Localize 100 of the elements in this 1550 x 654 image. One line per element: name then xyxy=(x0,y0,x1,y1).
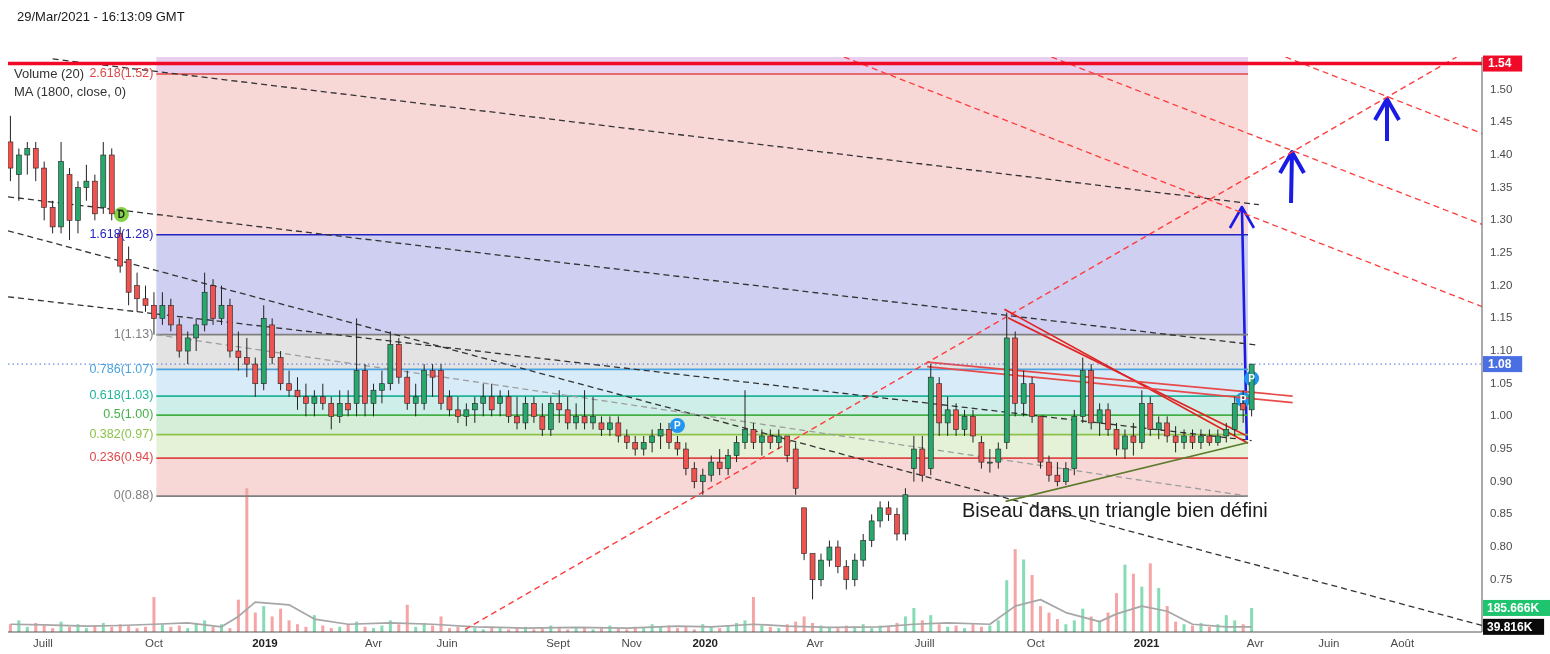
candlestick xyxy=(328,396,335,430)
x-tick-label: Nov xyxy=(621,637,643,650)
x-tick-label: Avr xyxy=(806,637,824,650)
bar xyxy=(1064,624,1068,632)
candlestick xyxy=(522,396,529,430)
x-tick-label: Juill xyxy=(33,637,53,650)
candlestick xyxy=(218,285,225,326)
bar xyxy=(270,616,274,632)
candlestick xyxy=(733,435,740,463)
x-tick-label: Août xyxy=(1390,637,1416,650)
candlestick xyxy=(826,540,833,568)
candlestick xyxy=(598,415,605,437)
bar xyxy=(1123,564,1127,632)
series-label: D xyxy=(117,208,125,220)
candlestick xyxy=(674,435,681,457)
ref-line-label: 1.54 xyxy=(1488,56,1512,71)
candlestick xyxy=(1189,428,1196,450)
candlestick xyxy=(294,376,301,411)
x-tick-label: Avr xyxy=(1246,637,1264,650)
candlestick xyxy=(193,317,199,352)
candlestick xyxy=(657,422,664,450)
candlestick xyxy=(1164,415,1170,444)
candlestick xyxy=(539,402,546,437)
candlestick xyxy=(877,500,883,528)
candlestick xyxy=(134,272,140,313)
series-label: 0.236(0.94) xyxy=(89,450,154,465)
candlestick xyxy=(750,422,757,450)
candlestick xyxy=(336,389,343,424)
candlestick xyxy=(894,507,900,542)
bar xyxy=(1005,580,1009,632)
candlestick xyxy=(159,291,166,326)
candlestick xyxy=(320,383,326,411)
candlestick xyxy=(725,448,731,476)
candlestick xyxy=(615,415,622,444)
bar xyxy=(279,608,283,632)
series-label: 2.618(1.52) xyxy=(89,66,154,81)
x-tick-label: 2020 xyxy=(692,637,718,650)
candlestick xyxy=(472,396,478,424)
bar xyxy=(1131,573,1135,632)
candlestick xyxy=(699,468,706,496)
candlestick xyxy=(649,428,655,453)
bar xyxy=(1250,607,1254,632)
candlestick xyxy=(488,383,495,417)
y-tick-label: 1.20 xyxy=(1490,278,1513,291)
bar xyxy=(152,597,156,632)
candlestick xyxy=(708,455,715,483)
y-tick-label: 1.25 xyxy=(1490,246,1513,259)
x-tick-label: Oct xyxy=(1026,637,1046,650)
candlestick xyxy=(843,559,850,591)
candlestick xyxy=(860,533,867,568)
candlestick xyxy=(775,428,782,450)
candlestick xyxy=(32,141,39,182)
bar xyxy=(1047,612,1051,632)
bar xyxy=(262,606,266,632)
candlestick xyxy=(868,513,875,548)
candlestick xyxy=(142,285,149,313)
series-label: 0.786(1.07) xyxy=(89,361,154,376)
candlestick xyxy=(514,396,520,430)
candlestick xyxy=(885,500,892,522)
bar xyxy=(1072,620,1076,632)
candlestick xyxy=(666,422,672,450)
candlestick xyxy=(455,396,461,424)
candlestick xyxy=(987,448,993,474)
bar xyxy=(397,624,401,632)
x-tick-label: Avr xyxy=(364,637,383,650)
y-tick-label: 0.80 xyxy=(1490,540,1513,553)
candlestick xyxy=(640,435,647,457)
candlestick xyxy=(1020,370,1027,417)
candlestick xyxy=(1113,422,1120,457)
candlestick xyxy=(944,396,951,437)
candlestick xyxy=(168,298,174,332)
x-tick-label: Sept xyxy=(546,637,571,650)
candlestick xyxy=(1063,461,1069,486)
bar xyxy=(1140,586,1144,632)
candlestick xyxy=(564,396,571,430)
candlestick xyxy=(379,370,385,404)
annotation: MA (1800, close, 0) xyxy=(14,84,126,99)
candlestick xyxy=(911,435,917,483)
x-tick-label: Juill xyxy=(914,637,935,650)
series-label: P xyxy=(1248,372,1256,384)
candlestick xyxy=(303,383,309,417)
bar xyxy=(295,624,299,632)
series-label: 0.5(1.00) xyxy=(103,407,154,422)
y-tick-label: 1.00 xyxy=(1490,409,1513,422)
ref-line-label: 1.08 xyxy=(1488,356,1512,371)
series-label: 0(0.88) xyxy=(113,488,154,503)
candlestick xyxy=(851,553,858,587)
bar xyxy=(937,624,941,632)
candlestick xyxy=(1122,428,1128,460)
candlestick xyxy=(716,448,723,476)
candlestick xyxy=(286,370,292,398)
y-tick-label: 1.35 xyxy=(1490,180,1513,193)
y-tick-label: 0.95 xyxy=(1490,442,1513,455)
candlestick xyxy=(531,396,537,424)
candlestick xyxy=(446,389,453,417)
series-label: 0.618(1.03) xyxy=(89,388,154,403)
candlestick xyxy=(184,330,191,365)
series-label: 1(1.13) xyxy=(113,327,154,341)
y-tick-label: 1.15 xyxy=(1490,311,1513,324)
candlestick xyxy=(1181,428,1187,450)
